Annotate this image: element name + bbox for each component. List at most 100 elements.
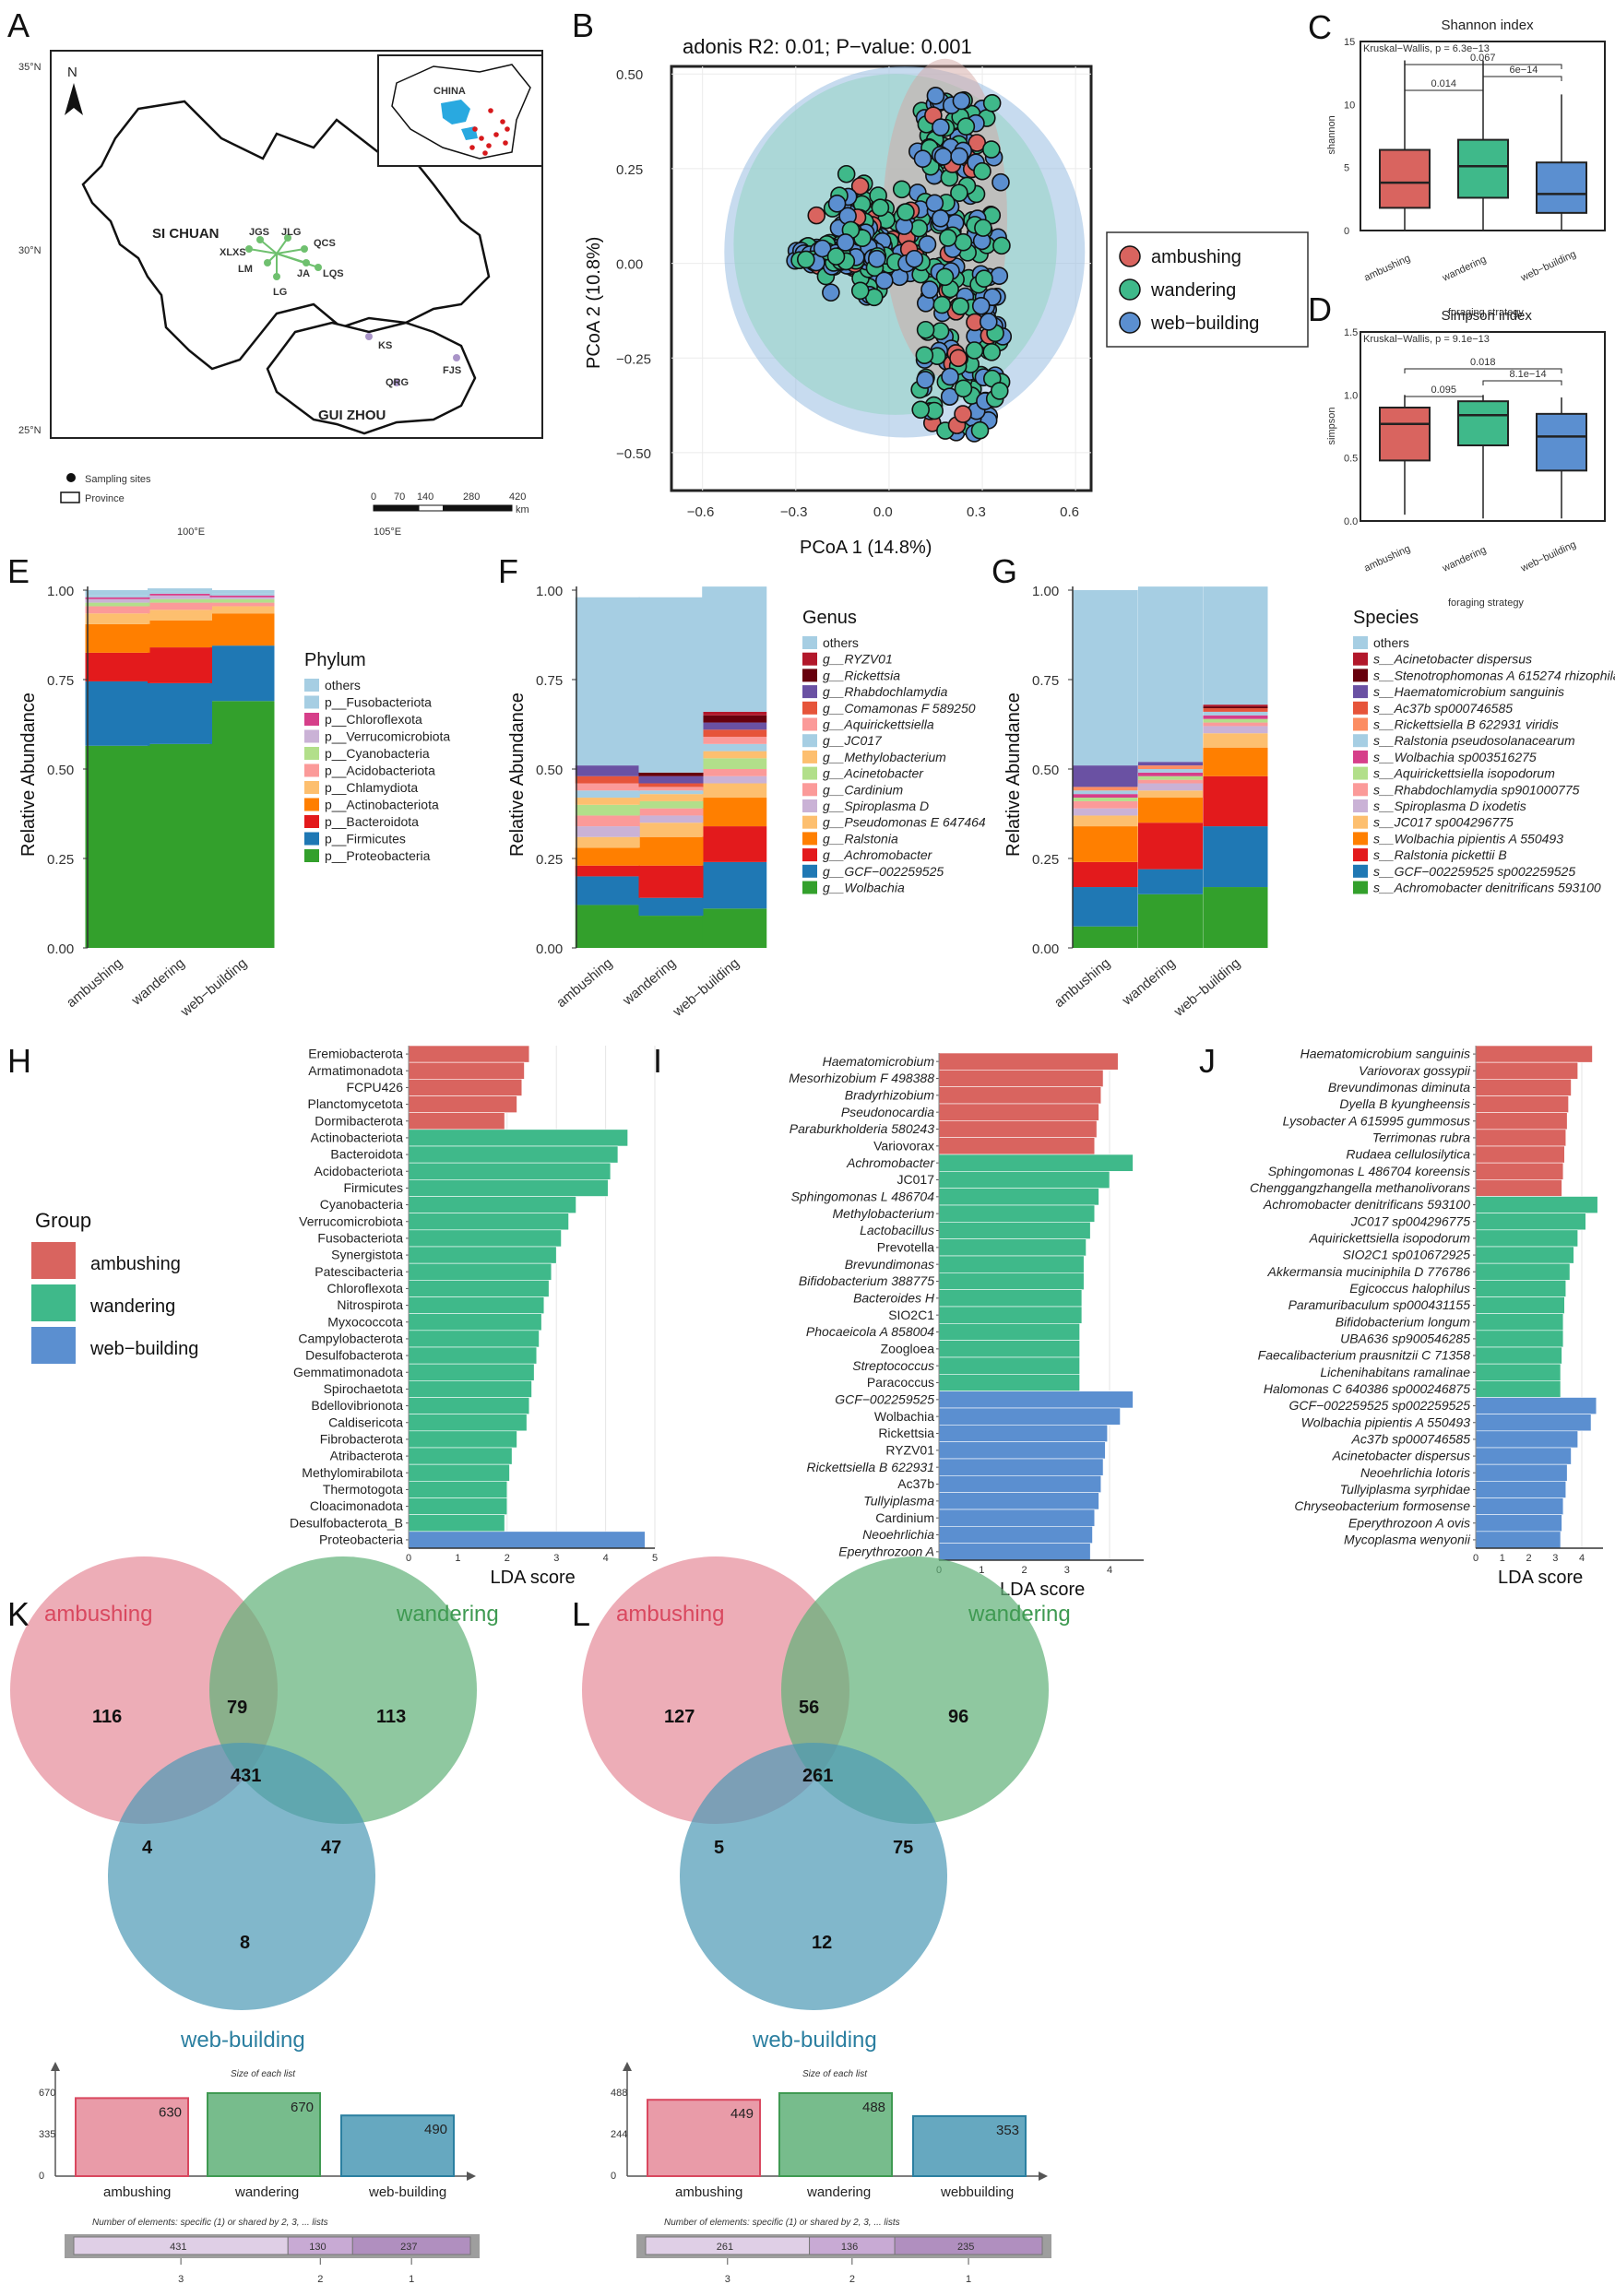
inset-site-dot: [500, 119, 505, 124]
legend-label: web−building: [1150, 314, 1259, 334]
lda-label: Caldisericota: [328, 1414, 403, 1429]
bar-segment: [1138, 790, 1203, 799]
y-axis-title: shannon: [1326, 115, 1337, 154]
alluvium: [1137, 769, 1138, 795]
legend-swatch: [802, 832, 817, 846]
legend-label: s__Ac37b sp000746585: [1373, 701, 1513, 716]
province-label-sichuan: SI CHUAN: [152, 226, 220, 242]
significance-bracket: [1404, 64, 1562, 69]
lda-label: Mesorhizobium F 498388: [789, 1071, 934, 1085]
panel-letter-g: G: [992, 552, 1017, 590]
lda-label: Methylomirabilota: [302, 1465, 403, 1480]
lda-label: Chenggangzhangella methanolivorans: [1250, 1180, 1470, 1195]
venn-count-all: 431: [231, 1766, 261, 1786]
legend-swatch: [802, 636, 817, 649]
panel-letter-a: A: [7, 6, 30, 44]
lda-bar: [938, 1103, 1099, 1121]
pcoa-point: [975, 269, 993, 288]
bar-segment: [85, 613, 150, 624]
legend-swatch: [304, 798, 319, 811]
legend-label: s__Haematomicrobium sanguinis: [1373, 684, 1564, 699]
inset-site-dot: [482, 150, 488, 156]
bar-segment: [638, 787, 704, 791]
x-tick-label: wandering: [1440, 544, 1488, 574]
legend-label: p__Chloroflexota: [325, 712, 422, 727]
bar-segment: [638, 790, 704, 795]
x-axis-title: PCoA 1 (14.8%): [800, 538, 932, 558]
pcoa-point: [952, 91, 971, 111]
lda-bar: [1475, 1145, 1565, 1164]
lda-bar: [408, 1061, 525, 1080]
bar-segment: [702, 743, 767, 752]
venn-count-w_only: 96: [948, 1707, 968, 1727]
legend-swatch: [1353, 750, 1368, 763]
lda-bar: [408, 1447, 513, 1465]
lda-label: Ac37b: [897, 1476, 934, 1491]
guizhou-outline: [266, 321, 477, 435]
lda-bar: [408, 1145, 619, 1164]
bar-segment: [638, 800, 704, 809]
lda-label: Brevundimonas: [845, 1257, 934, 1272]
site-label: LQS: [323, 268, 344, 279]
bar-segment: [1203, 711, 1268, 716]
bar-segment: [575, 798, 640, 805]
lda-bar: [938, 1425, 1108, 1442]
pcoa-point: [973, 161, 992, 181]
bar-segment: [575, 597, 640, 766]
legend-swatch: [802, 750, 817, 763]
bar-segment: [575, 804, 640, 816]
venn-count-w_only: 113: [376, 1707, 406, 1727]
legend-label: g__Rickettsia: [823, 668, 900, 682]
legend-swatch: [304, 713, 319, 726]
bar-segment: [702, 798, 767, 827]
bar-segment: [638, 775, 704, 784]
boxplot-C: ambushing wandering web−building 0 5 10 15 Shan…: [1326, 18, 1606, 318]
pcoa-point: [897, 203, 915, 221]
legend-swatch: [1353, 799, 1368, 812]
pcoa-point: [992, 172, 1010, 192]
pcoa-point: [951, 297, 969, 316]
bar-segment: [1073, 808, 1138, 816]
pcoa-point: [836, 233, 855, 252]
lon-label: 100°E: [177, 527, 205, 538]
legend-swatch: [1353, 815, 1368, 829]
site-label: KS: [378, 340, 392, 351]
legend-label: g__GCF−002259525: [823, 864, 944, 879]
bar-segment: [209, 606, 275, 614]
legend-label: ambushing: [1151, 247, 1241, 267]
lda-bar: [408, 1045, 530, 1063]
x-tick-label: 0: [406, 1553, 411, 1564]
y-tick-label: 0.25: [536, 852, 563, 868]
x-tick-label: wandering: [128, 955, 188, 1009]
legend-swatch: [1353, 652, 1368, 666]
legend-label: s__Stenotrophomonas A 615274 rhizophila: [1373, 668, 1615, 682]
lda-bar: [1475, 1179, 1562, 1197]
lda-label: Campylobacterota: [298, 1331, 403, 1345]
lda-bar: [938, 1255, 1085, 1273]
boxplot-D: ambushing wandering web−building 0.0 0.5 1.0 1…: [1326, 308, 1606, 609]
x-tick-label: wandering: [619, 955, 679, 1009]
stacked-G: 0.00 0.25 0.50 0.75 1.00 ambushing wanderingwe…: [1003, 584, 1615, 1020]
bar-segment: [85, 590, 150, 596]
legend-swatch: [1353, 717, 1368, 731]
legend-label: s__Spiroplasma D ixodetis: [1373, 799, 1526, 813]
legend-label: p__Actinobacteriota: [325, 798, 439, 812]
legend-swatch: [304, 781, 319, 794]
alluvium: [1137, 869, 1138, 927]
box-2: [1536, 161, 1587, 214]
site-dot: [365, 333, 373, 340]
bar-segment: [1073, 815, 1138, 827]
lda-bar: [1475, 1079, 1572, 1096]
lda-bar: [1475, 1397, 1597, 1414]
lda-bar: [1475, 1481, 1567, 1498]
site-link: [276, 248, 305, 254]
axis-arrow-icon: [51, 2062, 60, 2071]
bar-segment: [702, 783, 767, 799]
scale-tick: 420: [509, 491, 526, 503]
venn-count-a_b: 4: [142, 1838, 153, 1858]
elements-value: 130: [309, 2242, 326, 2253]
legend-swatch: [1353, 832, 1368, 846]
alluvium: [1203, 706, 1204, 763]
lda-label: Planctomycetota: [308, 1096, 404, 1111]
lda-label: FCPU426: [347, 1080, 404, 1095]
